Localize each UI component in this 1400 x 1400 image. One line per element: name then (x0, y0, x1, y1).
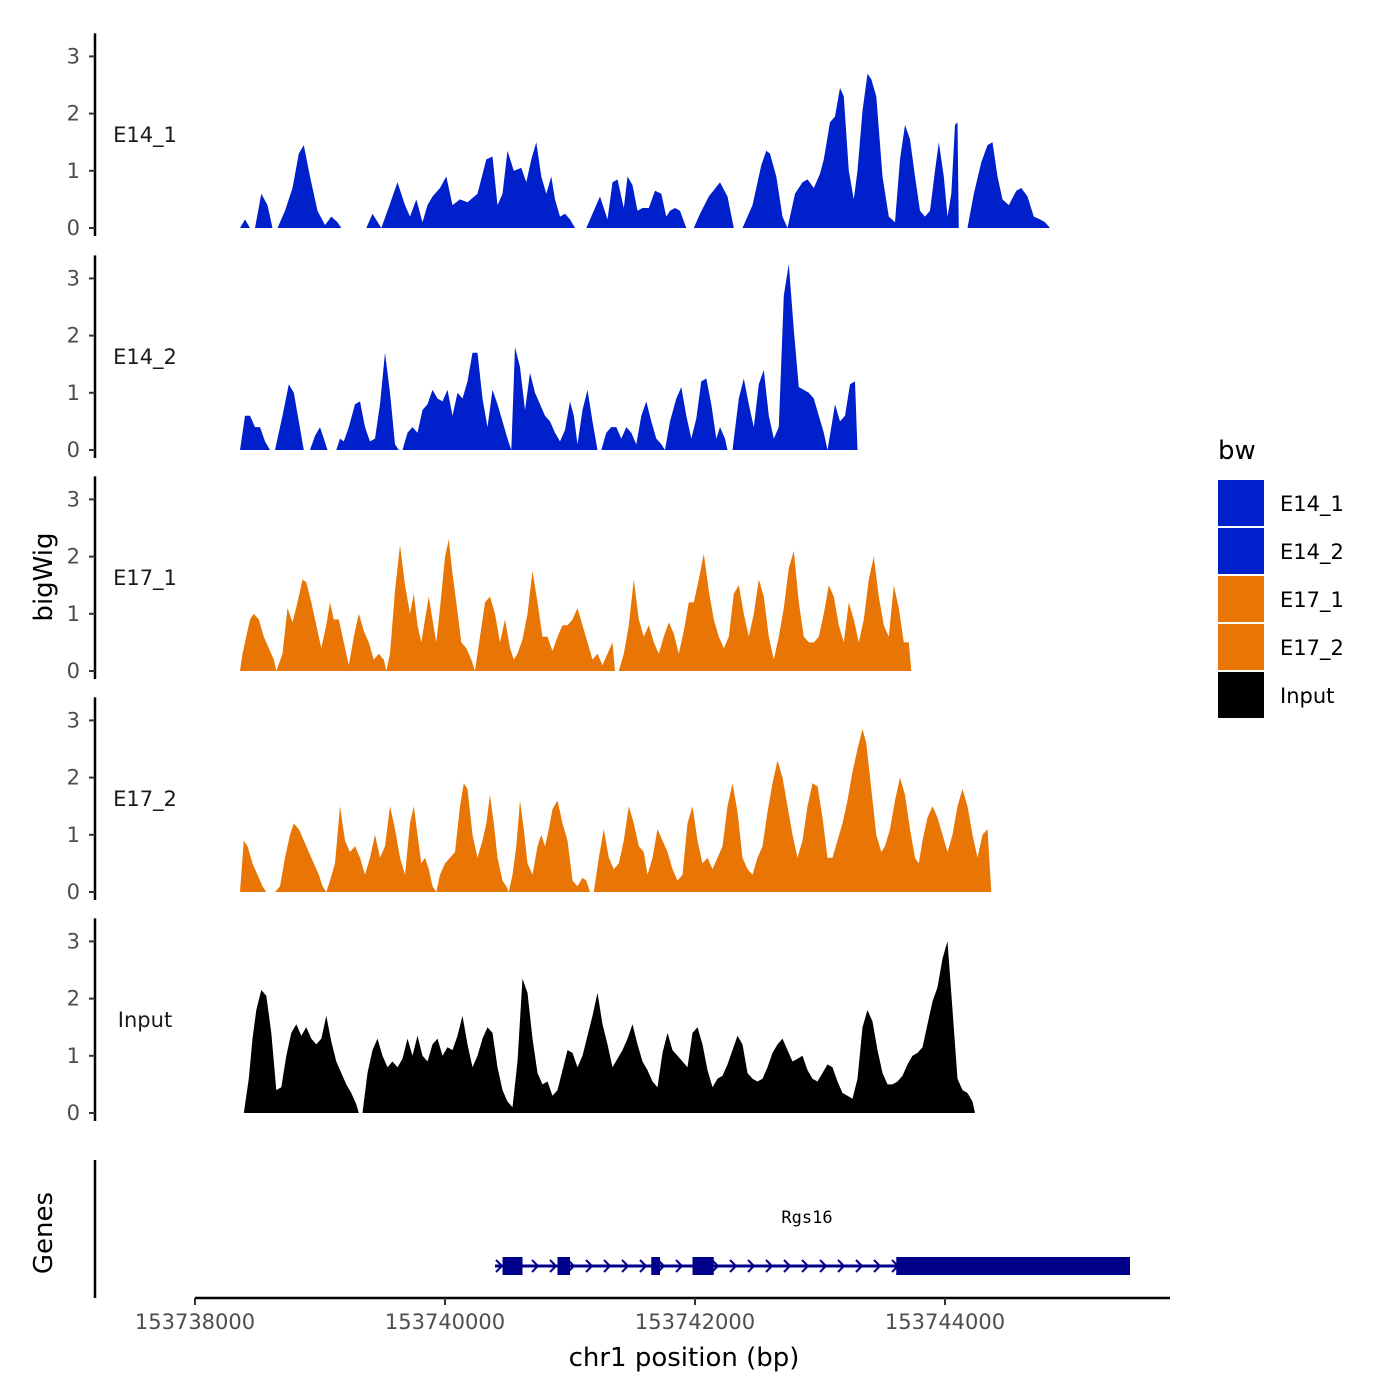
strand-arrow (873, 1259, 882, 1273)
x-tick-label: 153740000 (385, 1310, 505, 1334)
y-tick-label: 1 (67, 381, 80, 405)
strand-arrow (621, 1259, 630, 1273)
strand-arrow (711, 1259, 720, 1273)
x-tick-label: 153744000 (885, 1310, 1005, 1334)
legend-swatch (1218, 576, 1264, 622)
y-tick-label: 0 (67, 659, 80, 683)
legend-label: E17_2 (1280, 636, 1344, 661)
strand-arrow (855, 1259, 864, 1273)
coverage-area (240, 539, 912, 671)
strand-arrow (837, 1259, 846, 1273)
strand-arrow (819, 1259, 828, 1273)
genes-axis-title: Genes (29, 1192, 59, 1274)
coverage-area (240, 73, 1053, 228)
x-tick-label: 153742000 (635, 1310, 755, 1334)
track-label: Input (118, 1008, 172, 1032)
strand-arrow (603, 1259, 612, 1273)
legend-label: E14_2 (1280, 540, 1344, 565)
gene-exon (502, 1257, 523, 1275)
gene-exon (896, 1257, 1130, 1275)
coverage-area (243, 941, 976, 1113)
legend-title: bw (1218, 436, 1256, 466)
y-tick-label: 0 (67, 1101, 80, 1125)
y-tick-label: 1 (67, 1044, 80, 1068)
coverage-area (240, 264, 858, 450)
legend-swatch (1218, 624, 1264, 670)
genes-track: Rgs16 (93, 1160, 1130, 1298)
y-tick-label: 1 (67, 159, 80, 183)
strand-arrow (801, 1259, 810, 1273)
track-label: E17_1 (113, 566, 177, 591)
y-tick-label: 3 (67, 929, 80, 953)
track-label: E14_1 (113, 123, 177, 148)
y-tick-label: 3 (67, 708, 80, 732)
y-tick-label: 2 (67, 324, 80, 348)
legend: bw E14_1 E14_2 E17_1 E17_2 Input (1218, 436, 1344, 718)
y-tick-label: 2 (67, 766, 80, 790)
y-axis-title: bigWig (29, 532, 59, 621)
gene-name-label: Rgs16 (781, 1208, 832, 1228)
legend-swatch (1218, 528, 1264, 574)
tracks: 0 1 2 3 E14_1 0 1 2 3 E14_2 0 1 2 3 E17_1 0 1 2 3 E17_2 0 1 2 3… (67, 33, 1053, 1125)
strand-arrow (639, 1259, 648, 1273)
track-e14-2: 0 1 2 3 E14_2 (67, 255, 858, 462)
strand-arrow (495, 1259, 504, 1273)
y-tick-label: 2 (67, 102, 80, 126)
x-axis: 153738000 153740000 153742000 153744000 (135, 1296, 1170, 1334)
y-tick-label: 1 (67, 602, 80, 626)
legend-swatch (1218, 480, 1264, 526)
y-tick-label: 0 (67, 216, 80, 240)
track-label: E17_2 (113, 787, 177, 812)
strand-arrow (585, 1259, 594, 1273)
y-tick-label: 0 (67, 880, 80, 904)
y-tick-label: 2 (67, 987, 80, 1011)
strand-arrow (531, 1259, 540, 1273)
y-tick-label: 3 (67, 266, 80, 290)
strand-arrow (765, 1259, 774, 1273)
x-axis-title: chr1 position (bp) (569, 1343, 800, 1373)
x-tick-label: 153738000 (135, 1310, 255, 1334)
track-e14-1: 0 1 2 3 E14_1 (67, 33, 1053, 240)
track-e17-1: 0 1 2 3 E17_1 (67, 476, 912, 683)
y-tick-label: 3 (67, 487, 80, 511)
legend-label: Input (1280, 684, 1334, 708)
legend-label: E14_1 (1280, 492, 1344, 517)
strand-arrow (675, 1259, 684, 1273)
gene-exon (692, 1257, 714, 1275)
gene-exon (651, 1257, 660, 1275)
strand-arrow (549, 1259, 558, 1273)
strand-arrow (729, 1259, 738, 1273)
y-tick-label: 2 (67, 545, 80, 569)
legend-label: E17_1 (1280, 588, 1344, 613)
coverage-area (240, 729, 992, 892)
track-e17-2: 0 1 2 3 E17_2 (67, 697, 992, 904)
gene-exon (557, 1257, 570, 1275)
track-input: 0 1 2 3 Input (67, 918, 976, 1125)
y-tick-label: 0 (67, 438, 80, 462)
strand-arrow (783, 1259, 792, 1273)
y-tick-label: 1 (67, 823, 80, 847)
track-label: E14_2 (113, 345, 177, 370)
strand-arrow (747, 1259, 756, 1273)
y-tick-label: 3 (67, 44, 80, 68)
legend-swatch (1218, 672, 1264, 718)
